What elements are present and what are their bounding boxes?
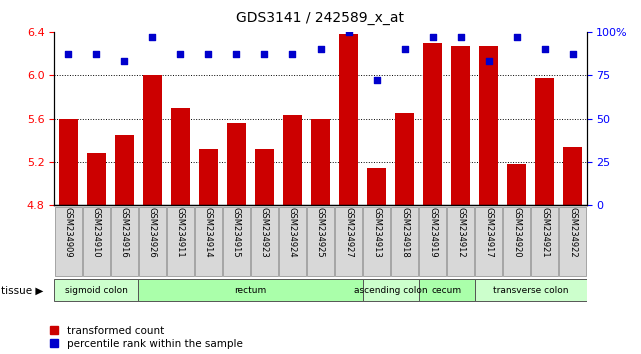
Point <box>260 52 270 57</box>
Point <box>203 52 213 57</box>
Bar <box>254 149 274 205</box>
Point <box>428 34 438 40</box>
Point <box>455 34 465 40</box>
Text: cecum: cecum <box>431 286 462 295</box>
Point <box>119 58 129 64</box>
Text: GSM234921: GSM234921 <box>540 207 549 257</box>
Text: sigmoid colon: sigmoid colon <box>65 286 128 295</box>
Point <box>512 34 522 40</box>
Text: GSM234909: GSM234909 <box>64 207 73 257</box>
FancyBboxPatch shape <box>251 207 278 276</box>
FancyBboxPatch shape <box>335 207 362 276</box>
Bar <box>479 46 498 205</box>
Text: transverse colon: transverse colon <box>493 286 569 295</box>
FancyBboxPatch shape <box>559 207 586 276</box>
Text: GSM234910: GSM234910 <box>92 207 101 257</box>
FancyBboxPatch shape <box>195 207 222 276</box>
Text: GSM234922: GSM234922 <box>568 207 577 257</box>
Bar <box>199 149 219 205</box>
Point <box>483 58 494 64</box>
Text: GSM234918: GSM234918 <box>400 207 409 257</box>
Text: GSM234913: GSM234913 <box>372 207 381 257</box>
FancyBboxPatch shape <box>391 207 418 276</box>
Point <box>287 52 297 57</box>
Legend: transformed count, percentile rank within the sample: transformed count, percentile rank withi… <box>50 326 243 349</box>
Point <box>92 52 102 57</box>
Bar <box>367 169 387 205</box>
Bar <box>563 147 582 205</box>
Point <box>567 52 578 57</box>
Point <box>147 34 158 40</box>
FancyBboxPatch shape <box>419 279 474 302</box>
Bar <box>395 113 414 205</box>
Bar <box>87 153 106 205</box>
FancyBboxPatch shape <box>475 207 502 276</box>
Point <box>344 29 354 35</box>
FancyBboxPatch shape <box>307 207 334 276</box>
FancyBboxPatch shape <box>503 207 530 276</box>
Bar <box>227 123 246 205</box>
Bar <box>115 135 134 205</box>
Text: tissue ▶: tissue ▶ <box>1 285 44 295</box>
Text: GSM234914: GSM234914 <box>204 207 213 257</box>
Bar <box>283 115 303 205</box>
Text: ascending colon: ascending colon <box>354 286 428 295</box>
Bar <box>451 46 470 205</box>
Point <box>539 46 549 52</box>
FancyBboxPatch shape <box>223 207 250 276</box>
Point <box>315 46 326 52</box>
FancyBboxPatch shape <box>447 207 474 276</box>
FancyBboxPatch shape <box>419 207 446 276</box>
Bar <box>171 108 190 205</box>
Bar <box>422 43 442 205</box>
Text: GDS3141 / 242589_x_at: GDS3141 / 242589_x_at <box>237 11 404 25</box>
Text: GSM234917: GSM234917 <box>484 207 493 257</box>
Bar <box>311 119 330 205</box>
FancyBboxPatch shape <box>531 207 558 276</box>
Text: rectum: rectum <box>235 286 267 295</box>
Text: GSM234919: GSM234919 <box>428 207 437 257</box>
Bar <box>507 164 526 205</box>
FancyBboxPatch shape <box>363 279 419 302</box>
Text: GSM234911: GSM234911 <box>176 207 185 257</box>
Text: GSM234916: GSM234916 <box>120 207 129 257</box>
Text: GSM234926: GSM234926 <box>148 207 157 257</box>
FancyBboxPatch shape <box>138 279 363 302</box>
Text: GSM234923: GSM234923 <box>260 207 269 257</box>
FancyBboxPatch shape <box>83 207 110 276</box>
FancyBboxPatch shape <box>474 279 587 302</box>
FancyBboxPatch shape <box>279 207 306 276</box>
FancyBboxPatch shape <box>111 207 138 276</box>
Point <box>399 46 410 52</box>
Text: GSM234927: GSM234927 <box>344 207 353 257</box>
Text: GSM234925: GSM234925 <box>316 207 325 257</box>
Point <box>176 52 186 57</box>
FancyBboxPatch shape <box>167 207 194 276</box>
Bar <box>338 34 358 205</box>
Text: GSM234915: GSM234915 <box>232 207 241 257</box>
Point <box>371 78 381 83</box>
Bar <box>59 119 78 205</box>
Text: GSM234912: GSM234912 <box>456 207 465 257</box>
FancyBboxPatch shape <box>139 207 166 276</box>
Bar <box>143 75 162 205</box>
Text: GSM234924: GSM234924 <box>288 207 297 257</box>
Text: GSM234920: GSM234920 <box>512 207 521 257</box>
Bar <box>535 79 554 205</box>
FancyBboxPatch shape <box>55 207 82 276</box>
FancyBboxPatch shape <box>363 207 390 276</box>
FancyBboxPatch shape <box>54 279 138 302</box>
Point <box>231 52 242 57</box>
Point <box>63 52 74 57</box>
